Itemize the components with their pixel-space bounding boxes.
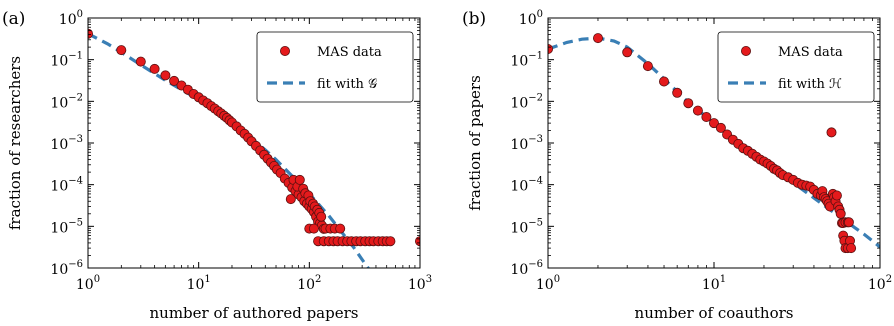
data-point — [135, 56, 146, 67]
data-point — [116, 45, 127, 56]
panel-label: (b) — [462, 9, 486, 29]
y-tick-label: 10−6 — [510, 259, 543, 278]
data-point — [701, 112, 712, 123]
y-tick-label: 10−5 — [50, 217, 83, 236]
data-point — [692, 105, 703, 116]
legend-entry: fit with ℋ — [778, 77, 842, 92]
legend-entry: fit with 𝒢 — [317, 77, 377, 92]
panel-b: 100 101 102 10−6 10−5 10−4 10−3 10−2 10−1 100 numb… — [462, 9, 892, 322]
data-point — [294, 174, 305, 185]
y-tick-label: 10−5 — [510, 217, 543, 236]
plot-area — [88, 28, 420, 268]
y-tick-label: 10−4 — [50, 176, 83, 195]
data-point — [316, 211, 327, 222]
x-tick-label: 101 — [702, 274, 726, 293]
legend-marker — [741, 46, 752, 57]
y-axis-label: fraction of papers — [466, 75, 484, 211]
x-axis-label: number of authored papers — [150, 304, 359, 322]
y-tick-label: 100 — [59, 9, 83, 28]
data-point — [715, 122, 726, 133]
data-point — [335, 223, 346, 234]
panel-label: (a) — [2, 9, 25, 29]
y-tick-label: 10−2 — [50, 92, 83, 111]
x-tick-label: 101 — [187, 274, 211, 293]
plot-area — [548, 33, 880, 254]
data-point — [843, 217, 854, 228]
ticks — [547, 17, 881, 269]
x-tick-label: 103 — [408, 274, 432, 293]
x-tick-label: 102 — [297, 274, 321, 293]
y-tick-label: 10−1 — [50, 51, 83, 70]
legend-box — [717, 31, 875, 103]
data-point — [659, 76, 670, 87]
legend: MAS data fit with 𝒢 — [256, 31, 414, 103]
y-axis-label: fraction of researchers — [6, 56, 24, 230]
data-point — [169, 75, 180, 86]
legend-box — [256, 31, 414, 103]
data-point — [593, 33, 604, 44]
ticks — [87, 17, 421, 269]
legend-marker — [279, 46, 290, 57]
y-tick-label: 10−3 — [510, 134, 543, 153]
data-point — [846, 243, 857, 254]
data-point — [709, 118, 720, 129]
y-tick-label: 10−4 — [510, 176, 543, 195]
data-point — [826, 127, 837, 138]
x-tick-label: 100 — [76, 274, 100, 293]
data-point — [285, 194, 296, 205]
legend: MAS data fit with ℋ — [717, 31, 875, 103]
data-point — [385, 236, 396, 247]
y-tick-label: 10−1 — [510, 51, 543, 70]
data-point — [622, 47, 633, 58]
data-point — [149, 63, 160, 74]
data-point — [835, 208, 846, 219]
panel-a: 100 101 102 103 10−6 10−5 10−4 10−3 10−2 10−1 100 n… — [2, 9, 432, 322]
legend-entry: MAS data — [778, 45, 843, 60]
y-tick-label: 10−6 — [50, 259, 83, 278]
x-tick-label: 102 — [868, 274, 892, 293]
data-point — [683, 98, 694, 109]
legend-entry: MAS data — [317, 45, 382, 60]
data-point — [160, 70, 171, 81]
data-point — [672, 87, 683, 98]
data-point — [642, 61, 653, 72]
data-point — [831, 190, 842, 201]
y-tick-label: 10−3 — [50, 134, 83, 153]
x-tick-label: 100 — [536, 274, 560, 293]
x-axis-label: number of coauthors — [635, 304, 794, 322]
y-tick-label: 100 — [519, 9, 543, 28]
y-tick-label: 10−2 — [510, 92, 543, 111]
data-point — [308, 223, 319, 234]
